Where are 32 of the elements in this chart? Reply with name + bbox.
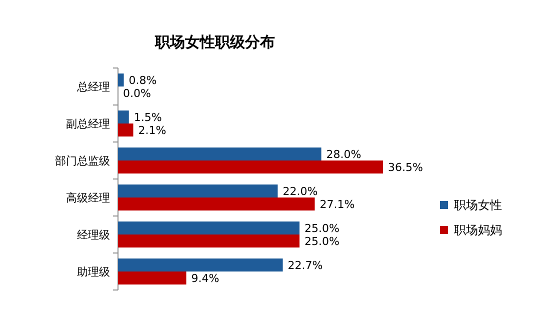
bar	[118, 124, 134, 136]
bar	[118, 272, 186, 284]
data-label: 0.8%	[128, 74, 157, 87]
bar	[118, 184, 278, 198]
data-label: 9.4%	[191, 272, 220, 285]
bar	[118, 198, 315, 210]
data-label: 25.0%	[304, 222, 340, 235]
data-label: 2.1%	[138, 124, 166, 137]
bar	[118, 148, 322, 160]
bar	[118, 234, 300, 248]
legend-label: 职场妈妈	[454, 223, 502, 237]
bar	[118, 258, 283, 272]
bar	[118, 160, 383, 174]
data-label: 0.0%	[123, 87, 151, 100]
y-tick-label: 部门总监级	[55, 154, 110, 168]
data-label: 1.5%	[134, 111, 162, 124]
data-label: 25.0%	[304, 235, 340, 248]
data-label: 28.0%	[326, 148, 362, 161]
data-label: 22.0%	[282, 185, 318, 198]
bar	[118, 222, 300, 234]
y-tick-label: 副总经理	[66, 118, 110, 130]
chart-title: 职场女性职级分布	[154, 33, 275, 51]
y-tick-label: 助理级	[77, 266, 110, 278]
data-label: 27.1%	[320, 198, 355, 211]
y-tick-label: 经理级	[77, 228, 110, 242]
data-label: 22.7%	[288, 259, 323, 272]
legend-label: 职场女性	[454, 198, 502, 212]
y-tick-label: 高级经理	[66, 192, 110, 204]
bar	[118, 74, 124, 86]
data-label: 36.5%	[388, 161, 423, 174]
y-tick-label: 总经理	[76, 80, 110, 94]
bar	[118, 110, 129, 124]
